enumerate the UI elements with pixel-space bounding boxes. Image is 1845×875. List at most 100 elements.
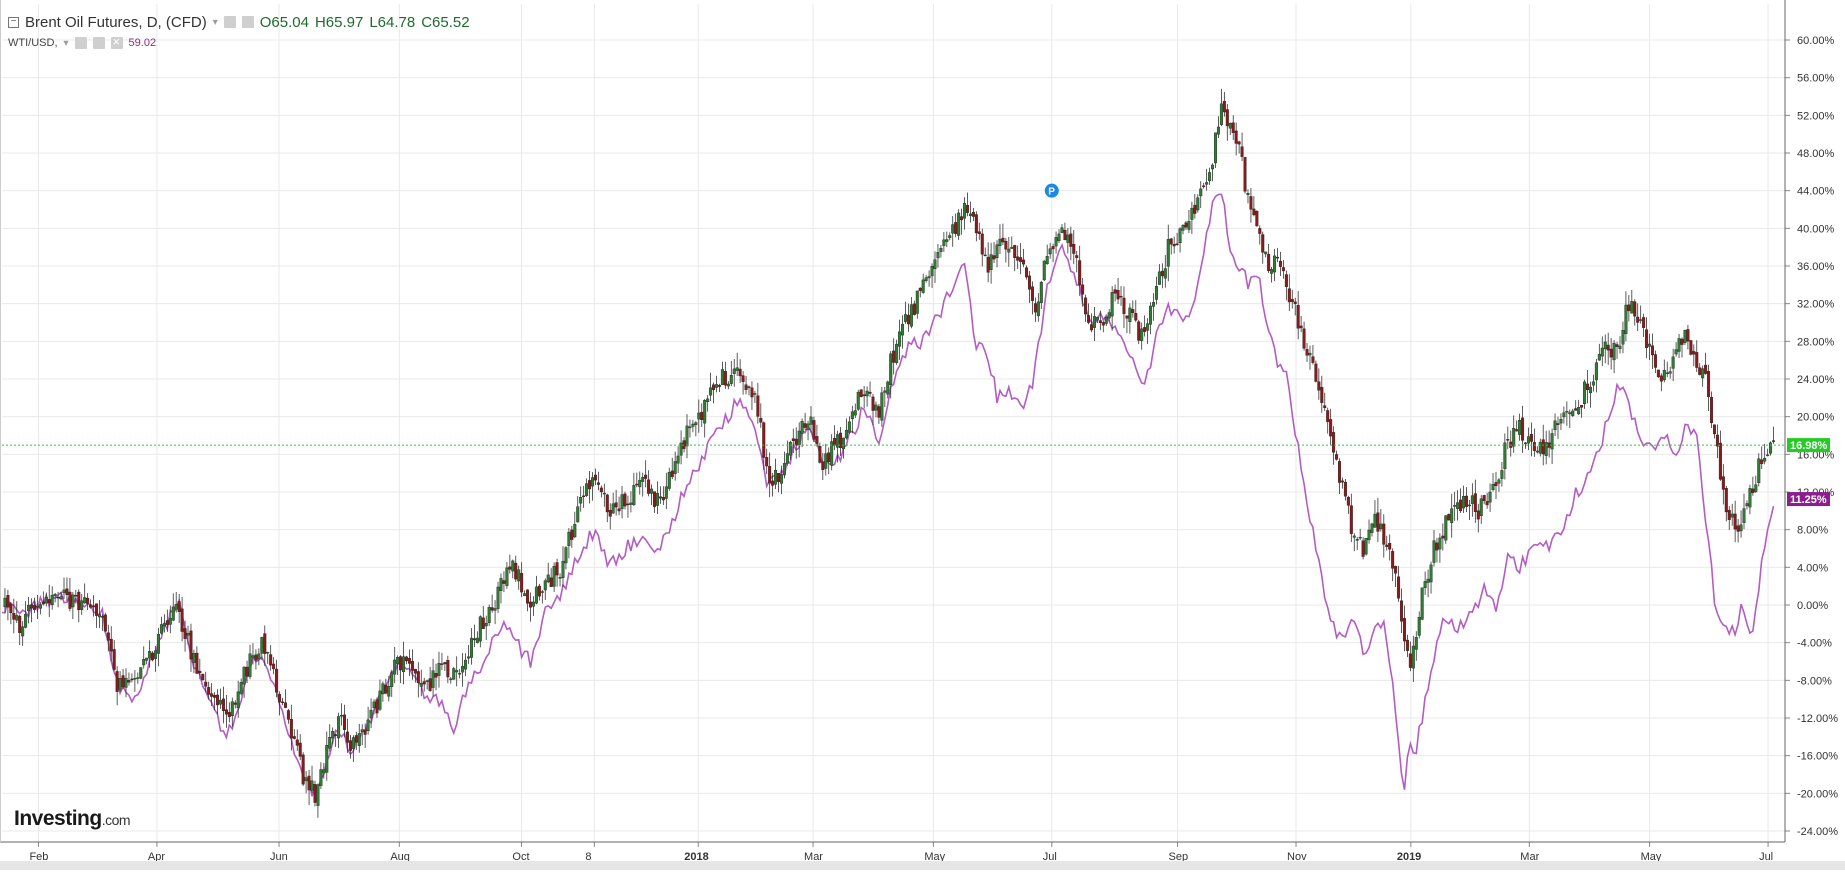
candle-body (794, 438, 798, 446)
candle-body (723, 371, 727, 386)
candle-body (38, 604, 42, 609)
candle-body (1314, 363, 1318, 382)
brent-series-title[interactable]: Brent Oil Futures, D, (CFD) (25, 13, 207, 31)
candle-body (1597, 353, 1601, 361)
candle-body (579, 497, 583, 504)
candle-body (1190, 207, 1194, 220)
candle-body (1429, 564, 1433, 583)
candle-body (1677, 338, 1681, 352)
candle-body (803, 423, 807, 428)
candle-body (1213, 132, 1217, 164)
candle-body (1267, 253, 1271, 271)
candle-body (797, 430, 801, 445)
y-tick-label: 8.00% (1797, 525, 1828, 537)
y-tick-label: 20.00% (1797, 412, 1835, 424)
candle-body (1656, 369, 1660, 378)
candle-body (608, 509, 612, 517)
candle-body (68, 591, 72, 609)
candle-body (1745, 503, 1749, 507)
candle-body (1211, 164, 1215, 170)
candle-body (251, 655, 255, 658)
candle-body (523, 593, 527, 596)
candle-body (32, 604, 36, 610)
candle-body (871, 396, 875, 411)
candle-body (1456, 502, 1460, 509)
chevron-down-icon[interactable]: ▾ (63, 37, 69, 49)
candle-body (847, 421, 851, 433)
candle-body (1603, 341, 1607, 350)
y-tick-label: 60.00% (1797, 35, 1835, 47)
collapse-icon[interactable]: − (8, 16, 19, 28)
chevron-down-icon[interactable]: ▾ (212, 16, 218, 28)
candle-body (1016, 256, 1020, 261)
candle-body (1766, 454, 1770, 457)
candle-body (1577, 407, 1581, 415)
ohlc-open: O65.04 (259, 13, 309, 31)
candle-body (1674, 349, 1678, 355)
candle-body (809, 416, 813, 425)
visibility-icon[interactable] (223, 16, 236, 28)
note-marker-label: P (1048, 187, 1055, 198)
candle-body (198, 670, 202, 674)
candle-body (759, 418, 763, 423)
candle-body (1600, 347, 1604, 357)
candle-body (475, 637, 479, 643)
candle-body (1692, 351, 1696, 355)
candle-body (94, 603, 98, 616)
candle-body (673, 461, 677, 474)
candle-body (201, 673, 205, 681)
candle-body (1388, 543, 1392, 550)
wti-series-title[interactable]: WTI/USD, (8, 37, 58, 49)
candle-body (1662, 369, 1666, 381)
candle-body (1642, 317, 1646, 328)
candle-body (526, 589, 530, 604)
candle-body (218, 700, 222, 705)
y-tick-label: 56.00% (1797, 73, 1835, 85)
candle-body (892, 350, 896, 363)
close-icon[interactable] (110, 34, 123, 49)
candle-body (1556, 423, 1560, 425)
candle-body (478, 616, 482, 642)
x-tick-label: Jul (1043, 851, 1057, 863)
x-tick-label: 2018 (684, 851, 708, 863)
brent-current-badge (1787, 438, 1830, 453)
candle-body (239, 682, 243, 694)
candle-body (1612, 342, 1616, 361)
candle-body (195, 652, 199, 674)
candle-body (1178, 228, 1182, 244)
candle-body (570, 529, 574, 540)
settings-icon[interactable] (241, 16, 254, 28)
candle-body (1284, 274, 1288, 287)
candle-body (210, 693, 214, 697)
candle-body (632, 485, 636, 505)
candle-body (1739, 524, 1743, 532)
candle-body (1544, 442, 1548, 456)
visibility-icon[interactable] (74, 37, 87, 49)
candle-body (839, 432, 843, 448)
candle-body (1636, 316, 1640, 323)
candle-body (1580, 405, 1584, 408)
candle-body (862, 394, 866, 397)
candle-body (1036, 301, 1040, 317)
x-tick-label: May (924, 851, 945, 863)
candle-body (1364, 538, 1368, 555)
ohlc-high: H65.97 (314, 13, 364, 31)
candle-body (812, 420, 816, 440)
settings-icon[interactable] (92, 37, 105, 49)
candle-body (1751, 488, 1755, 493)
candle-body (1249, 196, 1253, 210)
candle-body (1281, 267, 1285, 272)
candle-body (331, 731, 335, 739)
candle-body (898, 331, 902, 347)
candle-body (1397, 576, 1401, 599)
candle-body (410, 661, 414, 671)
candle-body (853, 410, 857, 416)
candle-body (109, 638, 113, 652)
candle-body (236, 691, 240, 709)
candle-body (159, 624, 163, 634)
candle-body (1193, 204, 1197, 214)
candle-body (133, 677, 137, 680)
candle-body (1701, 368, 1705, 379)
